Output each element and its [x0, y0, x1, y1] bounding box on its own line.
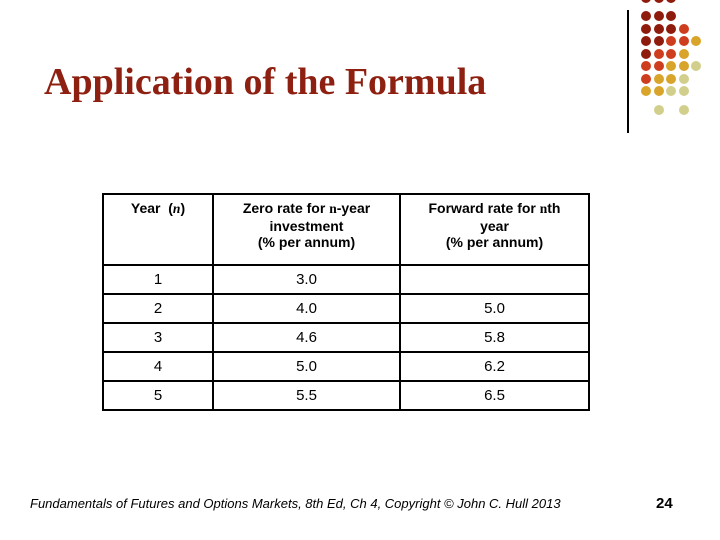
table-row: 4 5.0 6.2	[102, 351, 590, 382]
table-cell: 4	[102, 351, 214, 382]
deco-dot-icon	[666, 36, 676, 46]
deco-dot-icon	[641, 36, 651, 46]
dots-pattern-icon	[0, 0, 720, 140]
deco-dot-icon	[653, 105, 664, 115]
variable-n: n	[539, 201, 548, 216]
rates-table: Year (n) Zero rate for n-year investment (%…	[102, 193, 590, 411]
rates-table-body: 1 3.0 2 4.0 5.0 3 4.6 5.8 4 5.0 6.2 5 5.5 6.5	[102, 264, 590, 411]
deco-dot-icon	[653, 36, 664, 46]
table-cell: 5.5	[212, 380, 401, 411]
deco-dot-icon	[666, 48, 676, 59]
table-row: 3 4.6 5.8	[102, 322, 590, 353]
table-row: 5 5.5 6.5	[102, 380, 590, 411]
deco-dot-icon	[641, 48, 651, 59]
deco-dot-icon	[641, 23, 651, 34]
table-cell: 3.0	[212, 264, 401, 295]
deco-dot-icon	[653, 11, 664, 21]
deco-dot-icon	[641, 86, 651, 96]
deco-dot-icon	[678, 23, 689, 34]
deco-dot-icon	[678, 61, 689, 71]
deco-dot-icon	[678, 36, 689, 46]
deco-dot-icon	[691, 36, 701, 46]
table-header-cell: Year (n)	[102, 193, 214, 266]
decoration-vertical-line	[627, 10, 629, 133]
table-cell	[399, 264, 590, 295]
table-cell: 3	[102, 322, 214, 353]
deco-dot-icon	[653, 86, 664, 96]
variable-n: n	[329, 201, 337, 216]
table-cell: 4.6	[212, 322, 401, 353]
deco-dot-icon	[666, 23, 676, 34]
page-number: 24	[656, 495, 673, 512]
deco-dot-icon	[641, 0, 651, 3]
deco-dot-icon	[653, 23, 664, 34]
deco-dot-icon	[678, 105, 689, 115]
deco-dot-icon	[678, 73, 689, 84]
slide-title: Application of the Formula	[44, 61, 487, 103]
deco-dot-icon	[666, 0, 676, 3]
table-cell: 5	[102, 380, 214, 411]
deco-dot-icon	[666, 61, 676, 71]
table-cell: 4.0	[212, 293, 401, 324]
variable-n: n	[172, 201, 181, 216]
rates-table-header-row: Year (n) Zero rate for n-year investment (%…	[102, 193, 590, 266]
table-cell: 2	[102, 293, 214, 324]
table-cell: 5.8	[399, 322, 590, 353]
deco-dot-icon	[666, 11, 676, 21]
table-cell: 6.5	[399, 380, 590, 411]
deco-dot-icon	[691, 61, 701, 71]
deco-dot-icon	[678, 86, 689, 96]
deco-dot-icon	[666, 86, 676, 96]
deco-dot-icon	[653, 61, 664, 71]
table-row: 2 4.0 5.0	[102, 293, 590, 324]
deco-dot-icon	[666, 73, 676, 84]
table-cell: 6.2	[399, 351, 590, 382]
deco-dot-icon	[653, 0, 664, 3]
table-row: 1 3.0	[102, 264, 590, 295]
deco-dot-icon	[641, 11, 651, 21]
deco-dot-icon	[641, 61, 651, 71]
table-cell: 1	[102, 264, 214, 295]
deco-dot-icon	[678, 48, 689, 59]
table-cell: 5.0	[212, 351, 401, 382]
table-header-cell: Forward rate for nth year (% per annum)	[399, 193, 590, 266]
deco-dot-icon	[653, 48, 664, 59]
footer-citation: Fundamentals of Futures and Options Mark…	[30, 496, 561, 511]
deco-dot-icon	[653, 73, 664, 84]
table-cell: 5.0	[399, 293, 590, 324]
deco-dot-icon	[641, 73, 651, 84]
table-header-cell: Zero rate for n-year investment (% per ann…	[212, 193, 401, 266]
